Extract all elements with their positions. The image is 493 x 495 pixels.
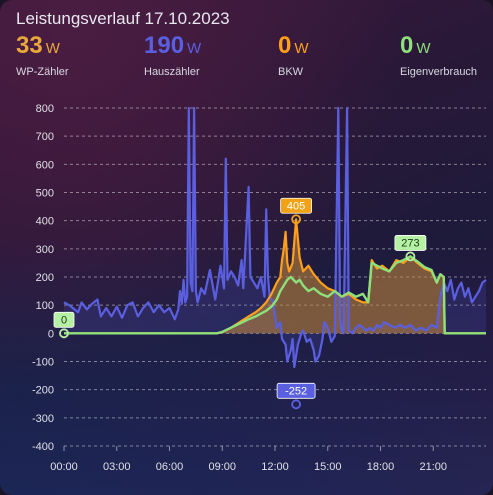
annotation-point (59, 328, 69, 339)
annotation-badge (280, 197, 313, 214)
annotation-label: -252 (285, 385, 307, 397)
annotation-marker: 273 (394, 235, 427, 262)
annotation-marker: 0 (53, 311, 75, 339)
annotation-point (291, 399, 302, 410)
x-tick-label: 21:00 (419, 461, 447, 473)
stat-label: Eigenverbrauch (400, 66, 478, 78)
house-series-line (63, 106, 487, 369)
y-tick-label: 300 (36, 244, 54, 256)
y-tick-label: 600 (36, 159, 54, 171)
y-tick-label: -400 (32, 441, 54, 453)
stat-unit: W (187, 40, 202, 57)
annotation-badge (53, 311, 75, 328)
y-tick-label: 800 (36, 103, 54, 115)
stat-number: 0 (400, 32, 414, 59)
x-tick-label: 18:00 (367, 461, 395, 473)
x-tick-label: 09:00 (208, 461, 236, 473)
annotation-badge (394, 235, 427, 251)
self-consumption-series-line (64, 255, 486, 335)
x-tick-label: 12:00 (261, 461, 289, 473)
annotation-point (405, 251, 416, 262)
y-tick-label: 400 (36, 216, 54, 228)
annotation-marker: -252 (276, 382, 316, 410)
stat-wp-meter[interactable]: 33 W WP-Zähler (16, 33, 69, 79)
stat-house-meter[interactable]: 190 W Hauszähler (144, 33, 201, 79)
x-tick-label: 00:00 (50, 461, 78, 473)
x-tick-label: 06:00 (156, 461, 184, 473)
card-title: Leistungsverlauf 17.10.2023 (16, 9, 230, 28)
stat-value: 33 W (16, 33, 69, 62)
stat-label: Hauszähler (144, 66, 200, 78)
y-tick-label: 700 (36, 131, 54, 143)
y-tick-label: 100 (36, 300, 54, 312)
stat-value: 190 W (144, 33, 201, 62)
stat-number: 0 (278, 32, 292, 59)
stat-number: 190 (144, 32, 185, 59)
y-tick-label: -300 (32, 413, 54, 425)
annotation-label: 405 (287, 200, 305, 212)
y-tick-label: 0 (48, 328, 54, 340)
x-tick-label: 15:00 (314, 461, 342, 473)
annotation-label: 0 (61, 314, 67, 326)
stat-unit: W (416, 40, 431, 57)
annotation-marker: 405 (280, 197, 313, 225)
y-tick-label: 200 (36, 272, 54, 284)
stat-label: BKW (278, 66, 304, 78)
bkw-area (64, 219, 486, 334)
y-tick-label: -200 (32, 385, 54, 397)
y-tick-label: -100 (32, 357, 54, 369)
stat-unit: W (45, 40, 60, 57)
annotation-point (291, 214, 302, 225)
stat-label: WP-Zähler (16, 66, 69, 78)
stat-unit: W (294, 40, 309, 57)
x-tick-label: 03:00 (103, 461, 131, 473)
stat-number: 33 (16, 32, 43, 59)
y-tick-label: 500 (36, 188, 54, 200)
annotation-badge (276, 382, 316, 399)
annotation-label: 273 (401, 237, 419, 249)
